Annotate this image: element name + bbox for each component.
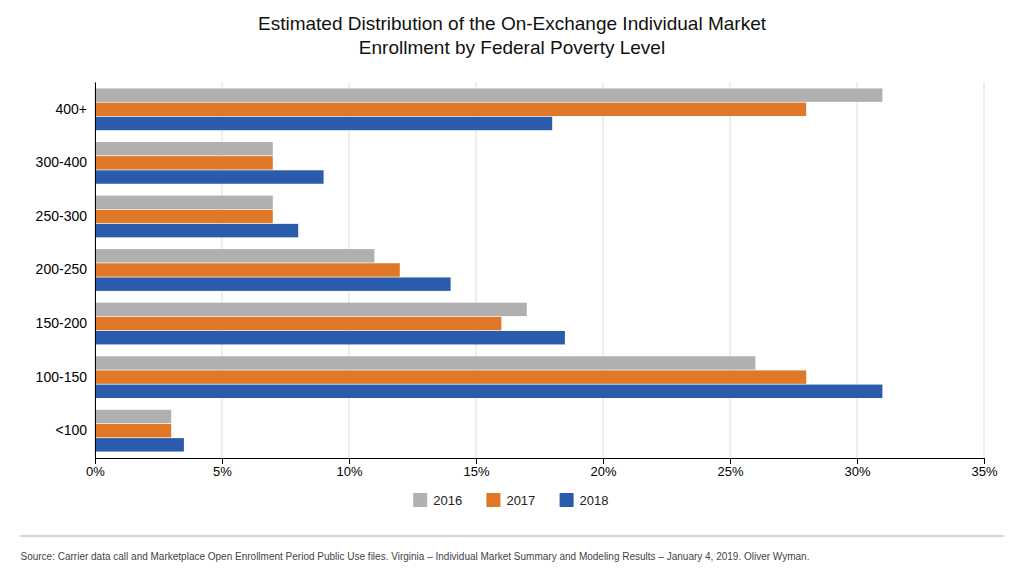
tick-label: 30%: [844, 464, 870, 479]
tick: 100-150: [36, 369, 95, 385]
title-line: Estimated Distribution of the On-Exchang…: [258, 13, 767, 34]
title-line: Enrollment by Federal Poverty Level: [359, 37, 665, 58]
plot: 0% 5% 10% 15% 20% 25% 30% 35% 400+ 300-400 250-300…: [36, 82, 998, 479]
legend-swatch: [413, 493, 427, 507]
tick: 150-200: [36, 315, 95, 331]
tick-label: 400+: [55, 101, 87, 117]
legend-swatch: [560, 493, 574, 507]
tick: 30%: [844, 458, 870, 479]
tick: 200-250: [36, 261, 95, 277]
tick-mark: [730, 458, 731, 464]
axis-line: [96, 459, 985, 465]
grid-line: [857, 82, 858, 458]
tick: 400+: [55, 101, 95, 117]
bar: [95, 103, 806, 116]
bar: [95, 303, 527, 316]
bar: [95, 370, 806, 383]
tick-mark: [603, 458, 604, 464]
divider: [20, 536, 1003, 537]
bar: [95, 263, 400, 276]
bar: [95, 277, 451, 290]
title: Estimated Distribution of the On-Exchang…: [258, 13, 767, 58]
bar: [95, 224, 298, 237]
bar-series: [95, 117, 882, 452]
bar: [95, 331, 565, 344]
tick-label: <100: [55, 422, 87, 438]
legend-item: 2018: [560, 493, 609, 508]
bar: [95, 317, 501, 330]
bar: [95, 410, 171, 423]
tick-label: 10%: [336, 464, 362, 479]
tick: <100: [55, 422, 95, 438]
bar: [95, 196, 273, 209]
legend-item: 2016: [413, 493, 462, 508]
grid-line: [730, 82, 731, 458]
bar: [95, 249, 374, 262]
tick-mark: [349, 458, 350, 464]
grid-line: [476, 82, 477, 458]
tick: 5%: [213, 458, 232, 479]
legend: 2016 2017 2018: [413, 493, 608, 508]
tick-label: 300-400: [36, 154, 88, 170]
axis-line: [95, 83, 96, 459]
bar-series: [95, 88, 882, 423]
tick: 0%: [86, 458, 105, 479]
bar: [95, 385, 882, 398]
grid: [95, 82, 984, 458]
legend-swatch: [486, 493, 500, 507]
x-axis: 0% 5% 10% 15% 20% 25% 30% 35%: [86, 458, 998, 479]
legend-label: 2016: [433, 493, 462, 508]
grid-line: [603, 82, 604, 458]
tick: 20%: [590, 458, 616, 479]
grid-line: [984, 82, 985, 458]
bar: [95, 424, 171, 437]
source: Source: Carrier data call and Marketplac…: [20, 551, 809, 562]
bar: [95, 210, 273, 223]
legend-label: 2017: [506, 493, 535, 508]
tick-label: 200-250: [36, 261, 88, 277]
tick-label: 20%: [590, 464, 616, 479]
tick-label: 150-200: [36, 315, 88, 331]
tick: 15%: [463, 458, 489, 479]
tick-label: 15%: [463, 464, 489, 479]
bar: [95, 88, 882, 101]
tick-label: 0%: [86, 464, 105, 479]
tick-label: 5%: [213, 464, 232, 479]
tick: 25%: [717, 458, 743, 479]
tick-mark: [857, 458, 858, 464]
legend-item: 2017: [486, 493, 535, 508]
tick-label: 25%: [717, 464, 743, 479]
tick-mark: [222, 458, 223, 464]
legend-label: 2018: [580, 493, 609, 508]
tick: 10%: [336, 458, 362, 479]
tick-mark: [95, 458, 96, 464]
bars: [95, 88, 882, 451]
bar: [95, 117, 552, 130]
grid-line: [95, 82, 96, 458]
tick-label: 100-150: [36, 369, 88, 385]
tick: 300-400: [36, 154, 95, 170]
chart: Estimated Distribution of the On-Exchang…: [0, 0, 1024, 576]
tick-label: 35%: [971, 464, 997, 479]
bar: [95, 156, 273, 169]
bar: [95, 142, 273, 155]
bar: [95, 356, 755, 369]
y-axis: 400+ 300-400 250-300 200-250 150-200 100-150 <…: [36, 83, 96, 459]
tick: 35%: [971, 458, 997, 479]
tick-mark: [476, 458, 477, 464]
tick-mark: [984, 458, 985, 464]
bar: [95, 170, 324, 183]
tick-label: 250-300: [36, 208, 88, 224]
bar: [95, 438, 184, 451]
tick: 250-300: [36, 208, 95, 224]
